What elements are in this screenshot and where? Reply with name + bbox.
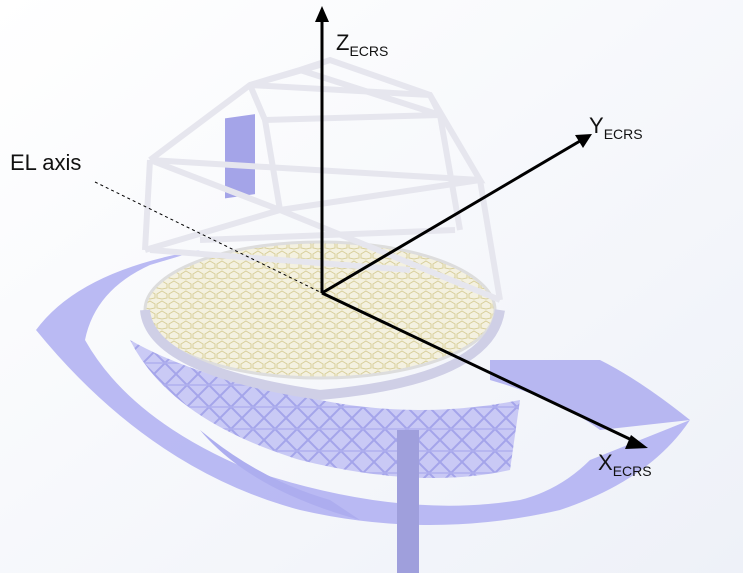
y-axis: [321, 139, 581, 295]
z-subscript: ECRS: [349, 43, 388, 59]
x-label: XECRS: [598, 450, 652, 479]
axes: [320, 18, 637, 444]
x-letter: X: [598, 450, 613, 475]
y-subscript: ECRS: [604, 126, 643, 142]
y-label: YECRS: [589, 113, 643, 142]
z-label: ZECRS: [336, 30, 388, 59]
telescope-base: [36, 114, 690, 573]
z-letter: Z: [336, 30, 349, 55]
x-arrowhead: [625, 435, 648, 449]
x-axis: [321, 291, 637, 444]
x-subscript: ECRS: [613, 463, 652, 479]
dish-rim: [140, 309, 505, 401]
el-axis-label: EL axis: [10, 150, 81, 175]
el-axis-line: [94, 181, 323, 294]
y-letter: Y: [589, 113, 604, 138]
z-arrowhead: [315, 6, 329, 22]
y-arrowhead: [575, 134, 592, 148]
